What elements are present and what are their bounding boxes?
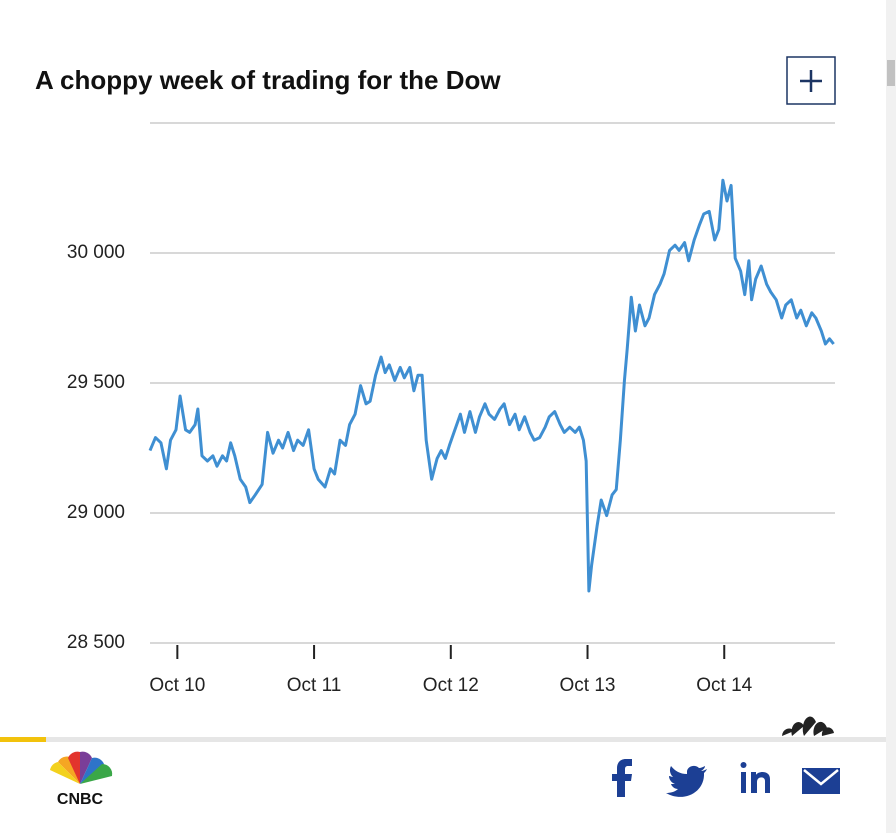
- logo-text: CNBC: [57, 791, 104, 808]
- y-tick-label: 30 000: [67, 242, 125, 263]
- share-facebook[interactable]: [612, 759, 632, 797]
- share-linkedin[interactable]: [740, 762, 771, 793]
- x-tick-label: Oct 12: [423, 675, 479, 696]
- cnbc-logo: CNBC: [50, 751, 113, 808]
- price-line: [148, 178, 835, 593]
- share-twitter[interactable]: [666, 765, 707, 797]
- x-tick-label: Oct 14: [696, 675, 752, 696]
- x-tick-label: Oct 11: [287, 675, 342, 696]
- expand-button[interactable]: [786, 56, 836, 105]
- plot: 28 500 29 000 29 500 30 000 Oct 10 Oct 11 Oct …: [67, 178, 835, 696]
- progress-track: [0, 737, 886, 742]
- y-tick-label: 28 500: [67, 632, 125, 653]
- scrollbar-track: [886, 0, 896, 833]
- scrollbar-thumb[interactable]: [887, 60, 895, 86]
- plus-icon: [800, 70, 822, 92]
- y-tick-label: 29 000: [67, 502, 125, 523]
- share-email[interactable]: [802, 768, 840, 794]
- progress-fill: [0, 737, 46, 742]
- x-tick-label: Oct 10: [149, 675, 205, 696]
- x-tick-label: Oct 13: [560, 675, 616, 696]
- chart-title: A choppy week of trading for the Dow: [35, 65, 501, 95]
- peacock-partial: [782, 716, 834, 736]
- y-tick-label: 29 500: [67, 372, 125, 393]
